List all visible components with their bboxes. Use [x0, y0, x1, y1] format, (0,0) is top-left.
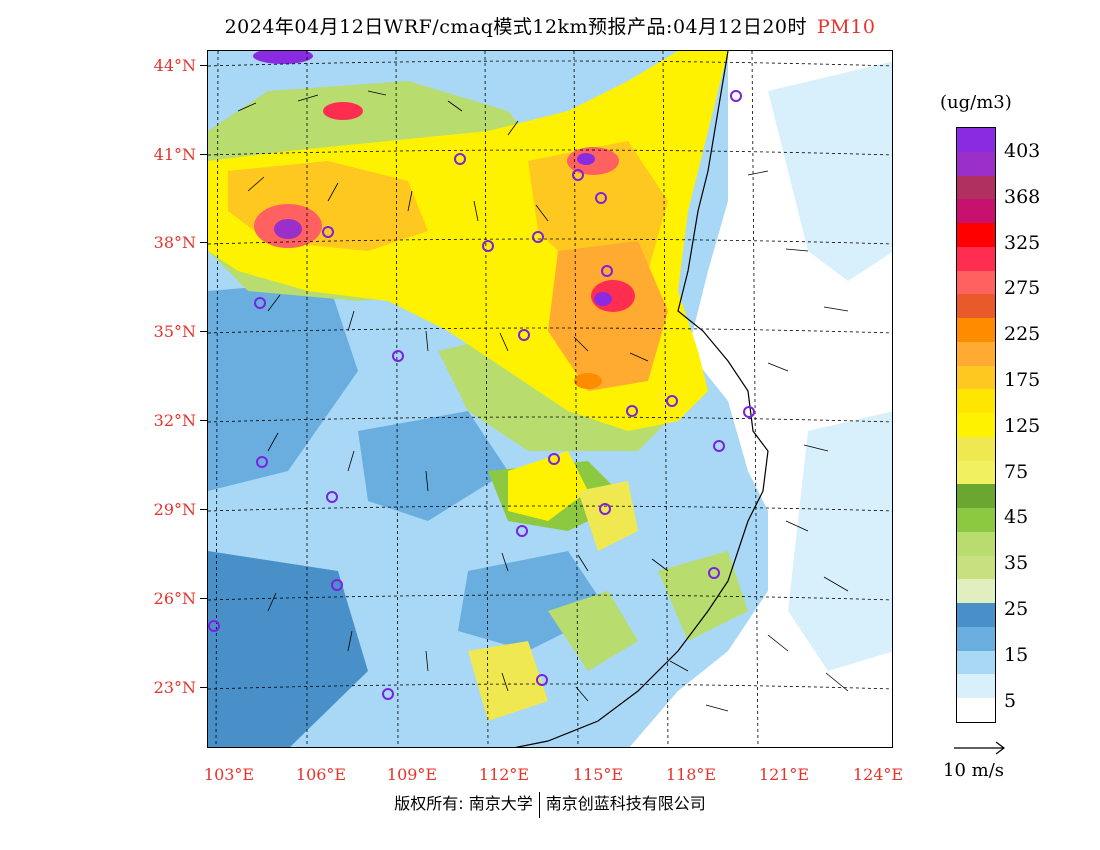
wind-scale-arrow: [954, 741, 1005, 755]
color-swatch: [957, 270, 995, 295]
color-swatch: [957, 128, 995, 153]
legend-label: 325: [1004, 231, 1041, 254]
lat-label-44: 44°N: [132, 56, 208, 75]
lat-label-41: 41°N: [132, 145, 208, 164]
color-swatch: [957, 294, 995, 319]
color-swatch: [957, 413, 995, 438]
legend-label: 368: [1004, 185, 1041, 208]
color-swatch: [957, 175, 995, 200]
copyright: 版权所有: 南京大学 南京创蓝科技有限公司: [0, 790, 1100, 818]
lat-label-35: 35°N: [132, 322, 208, 341]
lon-label-121: 121°E: [758, 765, 810, 784]
legend-label: 75: [1004, 460, 1029, 483]
title-pollutant: PM10: [817, 16, 876, 38]
color-swatch: [957, 698, 995, 723]
lat-label-38: 38°N: [132, 233, 208, 252]
color-swatch: [957, 531, 995, 557]
color-swatch: [957, 318, 995, 343]
legend-label: 35: [1004, 552, 1029, 575]
legend-label: 25: [1004, 598, 1029, 620]
lon-label-115: 115°E: [572, 765, 624, 784]
legend-label: 275: [1004, 277, 1041, 300]
copyright-right: 南京创蓝科技有限公司: [545, 794, 706, 813]
color-swatch: [957, 508, 995, 533]
lon-label-124: 124°E: [852, 765, 904, 784]
color-swatch: [957, 436, 995, 462]
color-swatch: [957, 484, 995, 509]
lat-label-26: 26°N: [132, 589, 208, 608]
legend-label: 403: [1004, 140, 1041, 162]
color-swatch: [957, 650, 995, 675]
wind-scale-label: 10 m/s: [943, 760, 1004, 781]
color-swatch: [957, 151, 995, 176]
color-bar: [956, 127, 996, 723]
color-swatch: [957, 246, 995, 272]
legend-label: 175: [1004, 369, 1041, 391]
lon-label-103: 103°E: [203, 765, 255, 784]
legend-label: 225: [1004, 323, 1041, 346]
legend-label: 5: [1004, 689, 1017, 712]
color-swatch: [957, 579, 995, 604]
color-swatch: [957, 674, 995, 699]
color-swatch: [957, 460, 995, 485]
lon-label-106: 106°E: [295, 765, 347, 784]
legend-label: 125: [1004, 414, 1041, 437]
pm10-map: [208, 51, 892, 747]
color-swatch: [957, 365, 995, 390]
lat-label-29: 29°N: [132, 500, 208, 519]
lat-label-23: 23°N: [132, 678, 208, 697]
lon-label-109: 109°E: [386, 765, 438, 784]
lon-label-112: 112°E: [478, 765, 530, 784]
title-main: 2024年04月12日WRF/cmaq模式12km预报产品:04月12日20时: [224, 16, 807, 38]
legend-units: (ug/m3): [940, 92, 1012, 113]
legend-label: 45: [1004, 506, 1029, 529]
chart-title: 2024年04月12日WRF/cmaq模式12km预报产品:04月12日20时 P…: [0, 12, 1100, 39]
lat-label-32: 32°N: [132, 411, 208, 430]
color-swatch: [957, 389, 995, 414]
map-panel: [207, 50, 893, 748]
color-swatch: [957, 603, 995, 628]
copyright-left: 版权所有: 南京大学: [394, 794, 533, 813]
lon-label-118: 118°E: [665, 765, 717, 784]
color-swatch: [957, 341, 995, 367]
color-swatch: [957, 199, 995, 224]
copyright-separator: [538, 791, 540, 818]
color-swatch: [957, 626, 995, 652]
color-swatch: [957, 223, 995, 248]
color-swatch: [957, 555, 995, 580]
legend-label: 15: [1004, 643, 1029, 666]
